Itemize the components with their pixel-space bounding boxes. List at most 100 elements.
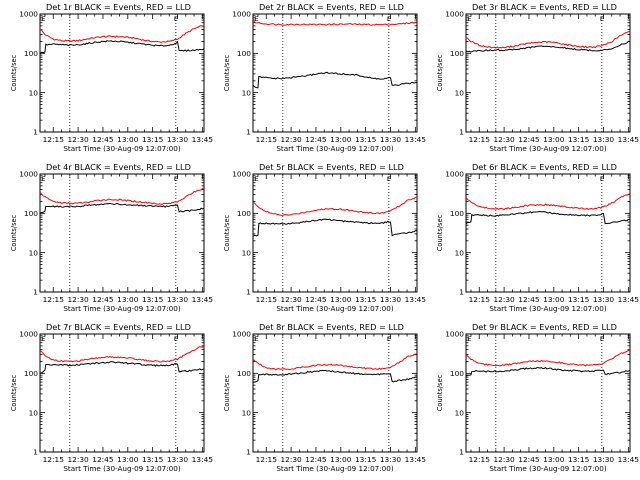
chart-title: Det 5r BLACK = Events, RED = LLD (259, 162, 404, 172)
x-tick-label: 13:00 (543, 135, 565, 144)
chart-panel-5: Det 5r BLACK = Events, RED = LLD 1 10 100 10… (223, 162, 426, 313)
y-tick-label: 1 (33, 288, 38, 297)
x-tick-label: 13:15 (355, 455, 377, 464)
x-tick-label: 12:30 (67, 135, 89, 144)
chart-title: Det 6r BLACK = Events, RED = LLD (472, 162, 617, 172)
x-tick-label: 13:15 (568, 455, 590, 464)
x-tick-label: 13:30 (593, 135, 615, 144)
y-tick-label: 1000 (445, 170, 464, 179)
y-tick-label: 10 (242, 408, 252, 417)
plot-frame (252, 333, 418, 453)
series-events-line (39, 361, 205, 374)
chart-title: Det 9r BLACK = Events, RED = LLD (472, 322, 617, 332)
time-marker-label: E (387, 175, 391, 183)
x-tick-label: 13:45 (618, 295, 640, 304)
chart-title: Det 2r BLACK = Events, RED = LLD (259, 2, 404, 12)
x-axis-label: Start Time (30-Aug-09 12:07:00) (276, 144, 393, 153)
x-tick-label: 13:00 (117, 135, 139, 144)
x-tick-label: 12:30 (67, 455, 89, 464)
x-tick-label: 12:45 (92, 295, 114, 304)
chart-title: Det 1r BLACK = Events, RED = LLD (46, 2, 191, 12)
chart-title: Det 7r BLACK = Events, RED = LLD (46, 322, 191, 332)
x-tick-label: 12:45 (92, 135, 114, 144)
x-tick-label: 12:15 (256, 135, 278, 144)
x-tick-label: 12:15 (43, 295, 65, 304)
series-lld-line (465, 30, 631, 49)
chart-title: Det 3r BLACK = Events, RED = LLD (472, 2, 617, 12)
x-tick-label: 13:15 (142, 295, 164, 304)
y-tick-label: 1 (246, 448, 251, 457)
x-tick-label: 12:45 (518, 455, 540, 464)
x-tick-label: 13:15 (568, 295, 590, 304)
x-tick-label: 13:15 (142, 455, 164, 464)
series-lld-line (252, 353, 418, 371)
time-marker-label: E (174, 175, 178, 183)
series-events-line (465, 40, 631, 53)
plot-frame (39, 13, 205, 133)
y-tick-label: 10 (455, 408, 465, 417)
x-tick-label: 13:45 (192, 295, 214, 304)
x-tick-label: 13:45 (618, 135, 640, 144)
x-tick-label: 12:30 (493, 135, 515, 144)
x-tick-label: 12:45 (518, 295, 540, 304)
x-tick-label: 12:30 (280, 455, 302, 464)
time-marker-label: E (255, 15, 259, 23)
x-tick-label: 13:45 (618, 455, 640, 464)
series-events-line (465, 366, 631, 377)
x-tick-label: 13:45 (405, 455, 427, 464)
x-tick-label: 12:15 (256, 295, 278, 304)
chart-panel-6: Det 6r BLACK = Events, RED = LLD 1 10 100 10… (436, 162, 639, 313)
x-tick-label: 13:00 (543, 455, 565, 464)
chart-panel-2: Det 2r BLACK = Events, RED = LLD 1 10 100 10… (223, 2, 426, 153)
series-lld-line (465, 193, 631, 211)
x-tick-label: 12:30 (493, 455, 515, 464)
time-marker-label: E (387, 15, 391, 23)
series-events-line (252, 218, 418, 237)
y-tick-label: 1 (459, 288, 464, 297)
x-tick-label: 12:30 (67, 295, 89, 304)
x-tick-label: 12:15 (43, 135, 65, 144)
y-tick-label: 1 (246, 288, 251, 297)
y-tick-label: 1 (33, 128, 38, 137)
y-tick-label: 1000 (19, 10, 38, 19)
x-axis-label: Start Time (30-Aug-09 12:07:00) (63, 304, 180, 313)
x-tick-label: 13:00 (117, 295, 139, 304)
series-events-line (39, 40, 205, 54)
series-events-line (465, 211, 631, 225)
plot-frame (252, 13, 418, 133)
x-tick-label: 13:30 (167, 295, 189, 304)
y-tick-label: 10 (29, 408, 39, 417)
x-tick-label: 12:45 (305, 135, 327, 144)
y-tick-label: 10 (242, 88, 252, 97)
x-axis-label: Start Time (30-Aug-09 12:07:00) (489, 144, 606, 153)
y-tick-label: 10 (242, 248, 252, 257)
y-tick-label: 1 (33, 448, 38, 457)
x-tick-label: 12:15 (469, 295, 491, 304)
x-tick-label: 13:00 (117, 455, 139, 464)
y-tick-label: 100 (237, 209, 251, 218)
series-lld-line (39, 345, 205, 363)
series-lld-line (39, 24, 205, 43)
series-events-line (252, 71, 417, 89)
plot-frame (465, 333, 631, 453)
time-marker-label: E (600, 15, 604, 23)
x-tick-label: 12:45 (92, 455, 114, 464)
x-tick-label: 13:30 (380, 135, 402, 144)
y-axis-label: Counts/sec (223, 374, 231, 411)
x-tick-label: 13:30 (167, 135, 189, 144)
time-marker-label: E (468, 15, 472, 23)
x-tick-label: 12:30 (280, 135, 302, 144)
plot-frame (465, 13, 631, 133)
x-tick-label: 12:45 (305, 295, 327, 304)
y-tick-label: 100 (450, 209, 464, 218)
chart-panel-7: Det 7r BLACK = Events, RED = LLD 1 10 100 10… (10, 322, 213, 473)
y-tick-label: 100 (24, 49, 38, 58)
x-axis-label: Start Time (30-Aug-09 12:07:00) (489, 464, 606, 473)
chart-panel-8: Det 8r BLACK = Events, RED = LLD 1 10 100 10… (223, 322, 426, 473)
plot-frame (39, 333, 205, 453)
y-tick-label: 1000 (232, 330, 251, 339)
y-tick-label: 1000 (445, 10, 464, 19)
y-tick-label: 1 (246, 128, 251, 137)
y-tick-label: 100 (450, 369, 464, 378)
